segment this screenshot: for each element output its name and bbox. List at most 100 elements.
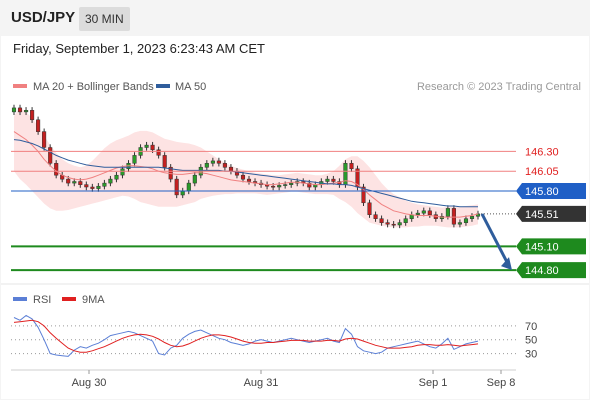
candle-body — [156, 149, 161, 156]
candle-body — [469, 216, 475, 219]
candle-body — [120, 168, 125, 176]
candle — [216, 157, 221, 167]
candle-body — [24, 110, 29, 113]
x-tick-label: Aug 30 — [72, 377, 107, 389]
candle-body — [403, 218, 408, 223]
candle — [469, 213, 475, 222]
candle — [120, 165, 125, 179]
ma20-line — [13, 131, 479, 218]
candle — [451, 205, 456, 228]
candle-body — [277, 185, 282, 188]
candle-body — [397, 222, 402, 226]
forecast-arrow-shaft — [480, 213, 510, 265]
ma50-legend-swatch — [156, 84, 170, 88]
candle-body — [54, 163, 59, 176]
candle-body — [385, 222, 390, 225]
bollinger-bands — [14, 107, 478, 228]
candle-body — [96, 185, 101, 189]
ma20-legend-label: MA 20 + Bollinger Bands — [33, 81, 154, 93]
candle — [17, 104, 23, 116]
candle-body — [228, 166, 234, 172]
candle-body — [325, 178, 330, 182]
candle — [11, 104, 17, 116]
candle-body — [162, 155, 167, 168]
candle — [108, 175, 113, 187]
candle-body — [90, 186, 95, 189]
candle-body — [192, 174, 197, 184]
level-label-144.80: 144.80 — [525, 265, 559, 277]
candle-body — [415, 212, 420, 215]
candle — [30, 107, 35, 123]
candle — [102, 179, 107, 190]
candle — [204, 160, 209, 171]
top-bar: USD/JPY 30 MIN — [0, 0, 590, 36]
candle-body — [222, 163, 227, 168]
candle-body — [36, 119, 41, 132]
candle — [289, 179, 294, 188]
candle-body — [216, 160, 221, 164]
last-price-label: 145.51 — [525, 209, 559, 221]
price-levels: 146.30 146.05 145.80 145.10 144.80 145.51 — [11, 146, 586, 279]
candle-body — [42, 131, 47, 148]
candle-body — [102, 182, 107, 187]
rsi-ma-line — [13, 319, 479, 353]
candle-body — [186, 182, 191, 192]
candle — [391, 221, 396, 229]
candle-body — [271, 185, 276, 188]
candle — [192, 171, 197, 187]
candle-body — [180, 190, 185, 196]
x-tick-label: Sep 8 — [487, 377, 516, 389]
last-price-tag — [516, 205, 586, 222]
candle-body — [246, 178, 252, 182]
candle — [246, 175, 252, 185]
candle — [427, 207, 432, 218]
candle — [343, 160, 348, 188]
candle — [463, 215, 469, 226]
candle — [385, 219, 390, 228]
chart-panel — [1, 36, 589, 399]
candle — [361, 183, 366, 207]
candle-body — [379, 218, 384, 223]
candle-body — [84, 184, 89, 188]
candle — [421, 207, 426, 217]
candle-body — [30, 110, 35, 121]
level-label-145.80: 145.80 — [525, 186, 559, 198]
rsi-legend-label: RSI — [33, 294, 51, 306]
ma50-legend-label: MA 50 — [175, 81, 206, 93]
candle-body — [17, 107, 23, 113]
candle — [379, 215, 384, 226]
candle-body — [240, 174, 246, 180]
candle — [210, 157, 215, 167]
candle — [415, 209, 420, 218]
level-tag-145.10 — [516, 238, 586, 255]
candle-body — [144, 144, 149, 148]
level-tag-144.80 — [516, 262, 586, 279]
symbol-label: USD/JPY — [11, 9, 76, 26]
rsi-tick-50: 50 — [525, 335, 537, 347]
candle-body — [373, 214, 378, 219]
candle — [96, 183, 101, 192]
x-tick-label: Aug 31 — [244, 377, 279, 389]
rsi-tick-70: 70 — [525, 321, 537, 333]
candle-body — [367, 202, 372, 215]
candle-body — [445, 208, 450, 217]
ma50-line — [13, 139, 478, 208]
candle — [162, 152, 167, 171]
candle-body — [204, 163, 209, 168]
datetime-label: Friday, September 1, 2023 6:23:43 AM CET — [13, 41, 265, 56]
candle — [84, 181, 89, 191]
candle-body — [361, 186, 366, 204]
rsi-line — [13, 314, 479, 357]
rsi-legend-swatch — [13, 297, 27, 301]
rsi-ma-legend-label: 9MA — [82, 294, 105, 306]
candle-body — [132, 155, 137, 164]
credit-text: Research © 2023 Trading Central — [417, 81, 581, 93]
interval-button[interactable]: 30 MIN — [79, 7, 130, 31]
candle — [240, 171, 246, 183]
candle-body — [78, 181, 83, 185]
x-tick-label: Sep 1 — [419, 377, 448, 389]
candle-body — [307, 182, 312, 188]
candle-body — [114, 174, 119, 180]
candle — [349, 160, 354, 172]
